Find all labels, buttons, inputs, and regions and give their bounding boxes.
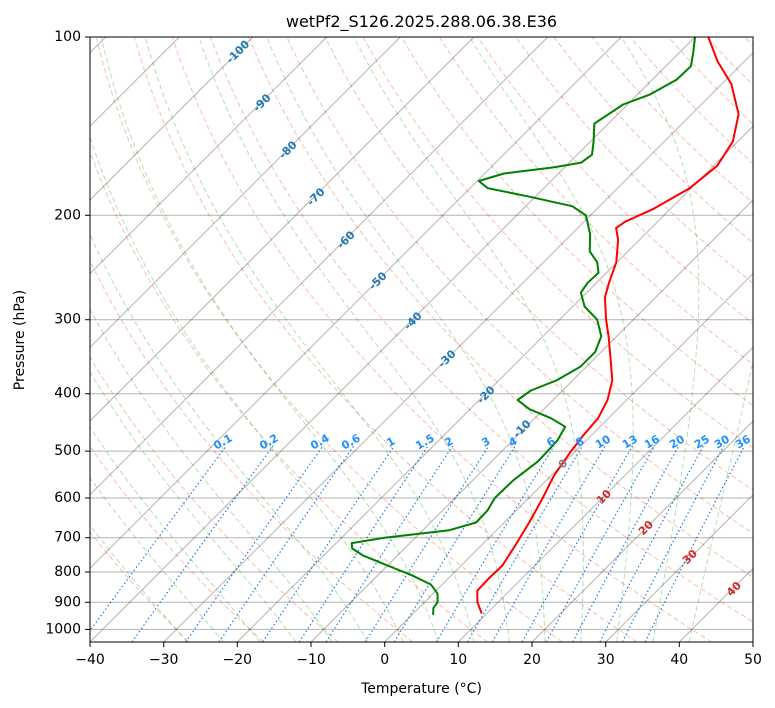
moist-adiabat [620,37,700,642]
dry-adiabat [90,259,414,642]
isotherm-line [310,199,753,642]
dry-adiabat [438,37,753,366]
x-tick-label: −40 [75,652,105,668]
mixing-ratio-line [393,445,516,642]
dry-adiabat [90,356,339,642]
isotherm-line [90,37,254,201]
mixing-ratio-line [521,445,634,642]
dry-adiabat [95,37,563,642]
moist-adiabat [90,135,404,642]
axes: −40 −30 −20 −10 0 10 20 30 40 50 100 200 300 400 500 60… [45,29,762,668]
moist-adiabat [90,426,261,642]
x-tick-label: 20 [523,652,541,668]
mixing-ratio-line [466,445,584,642]
isotherm-line [236,125,753,642]
isotherm-line [605,493,753,642]
mixing-ratio-line [185,445,324,642]
isotherm-line [90,37,475,422]
mixing-ratio-line [298,445,429,642]
y-tick-label: 600 [54,490,81,506]
dry-adiabat [210,37,753,623]
moist-adiabat [90,308,333,642]
mixing-ratio-line [644,445,746,642]
x-tick-label: 50 [744,652,762,668]
x-tick-label: 10 [449,652,467,668]
moist-adiabat [90,476,225,642]
moist-adiabat [353,37,584,642]
isotherm-line [384,272,753,642]
dry-adiabat [90,445,264,642]
isotherm-line [90,37,549,496]
y-tick-label: 800 [54,564,81,580]
dry-adiabat [324,37,753,491]
mixing-ratio-line [621,445,725,642]
dewpoint-line [350,37,696,615]
isotherm-line [163,51,753,642]
dry-adiabat [400,37,753,407]
dry-adiabat [248,37,753,578]
x-tick-label: −30 [149,652,179,668]
isotherm-line [90,37,328,275]
y-tick-label: 900 [54,594,81,610]
mixing-ratio-line [218,445,355,642]
y-tick-label: 400 [54,386,81,402]
y-tick-label: 300 [54,312,81,328]
moist-adiabat [266,37,546,642]
y-axis-label: Pressure (hPa) [12,290,28,390]
mixing-ratio-line [545,445,656,642]
y-tick-label: 200 [54,207,81,223]
mixing-ratio-line [364,445,490,642]
mixing-ratio-line [262,445,395,642]
x-tick-label: 0 [380,652,389,668]
mixing-ratio-line [435,445,555,642]
dry-adiabat [515,37,753,284]
dry-adiabat [90,531,190,642]
dry-adiabat [133,37,638,642]
plot-frame [89,36,754,643]
y-tick-label: 700 [54,530,81,546]
moist-adiabat [688,358,753,642]
isotherm-line [457,346,753,642]
y-tick-label: 1000 [45,621,81,637]
isotherm-line [531,420,753,642]
x-tick-label: 30 [597,652,615,668]
dry-adiabat [171,37,712,642]
y-tick-label: 100 [54,29,81,45]
x-tick-label: 40 [670,652,688,668]
temperature-line [476,37,740,614]
background-lines [90,37,753,642]
sounding-profiles [350,37,740,615]
isotherm-line [90,37,401,349]
isotherm-line [90,37,622,570]
dry-adiabat [90,150,488,642]
moist-adiabat [144,37,475,642]
moist-adiabat [198,37,510,642]
mixing-ratio-line [131,445,274,642]
y-tick-label: 500 [54,443,81,459]
moist-adiabat [100,37,439,642]
x-axis-label: Temperature (°C) [360,681,482,697]
mixing-ratio-line [325,445,454,642]
moist-adiabat [90,232,369,642]
chart-title: wetPf2_S126.2025.288.06.38.E36 [286,12,557,32]
x-tick-label: −10 [296,652,326,668]
x-tick-label: −20 [223,652,253,668]
